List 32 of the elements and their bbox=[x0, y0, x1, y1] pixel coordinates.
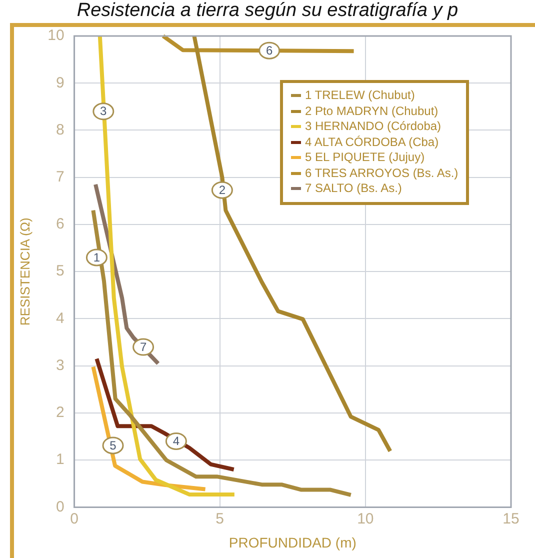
annotation: 1 bbox=[93, 250, 100, 264]
annotation: 6 bbox=[266, 43, 274, 58]
x-tick-label: 5 bbox=[216, 510, 224, 528]
annotation: 4 bbox=[172, 434, 180, 448]
y-axis-title: RESISTENCIA (Ω) bbox=[17, 218, 32, 326]
legend-label: 7 SALTO (Bs. As.) bbox=[305, 181, 402, 195]
annotation: 7 bbox=[140, 340, 147, 354]
annotation: 3 bbox=[100, 104, 108, 118]
chart-title: Resistencia a tierra según su estratigrafía y p bbox=[76, 0, 460, 22]
legend-label: 3 HERNANDO (Córdoba) bbox=[305, 119, 442, 133]
x-tick-label: 10 bbox=[357, 510, 374, 528]
y-tick-label: 2 bbox=[56, 404, 64, 422]
y-tick-label: 0 bbox=[56, 498, 64, 516]
y-tick-label: 8 bbox=[56, 121, 64, 138]
x-tick-label: 0 bbox=[70, 510, 78, 528]
x-tick-label: 15 bbox=[502, 510, 520, 528]
y-tick-label: 1 bbox=[56, 451, 64, 468]
legend-label: 5 EL PIQUETE (Jujuy) bbox=[305, 150, 425, 164]
y-tick-label: 7 bbox=[56, 168, 64, 186]
y-tick-label: 5 bbox=[56, 262, 64, 280]
y-tick-label: 3 bbox=[56, 356, 64, 374]
y-tick-label: 10 bbox=[48, 27, 64, 44]
y-tick-label: 4 bbox=[56, 310, 64, 327]
legend-label: 1 TRELEW (Chubut) bbox=[305, 88, 415, 102]
y-tick-label: 9 bbox=[56, 74, 64, 92]
annotation: 5 bbox=[110, 438, 117, 452]
legend-label: 4 ALTA CÓRDOBA (Cba) bbox=[305, 134, 439, 148]
annotation: 2 bbox=[218, 182, 226, 197]
x-axis-title: PROFUNDIDAD (m) bbox=[228, 534, 356, 550]
legend-label: 2 Pto MADRYN (Chubut) bbox=[305, 104, 438, 118]
legend-label: 6 TRES ARROYOS (Bs. As.) bbox=[305, 166, 458, 180]
y-tick-label: 6 bbox=[56, 216, 64, 233]
